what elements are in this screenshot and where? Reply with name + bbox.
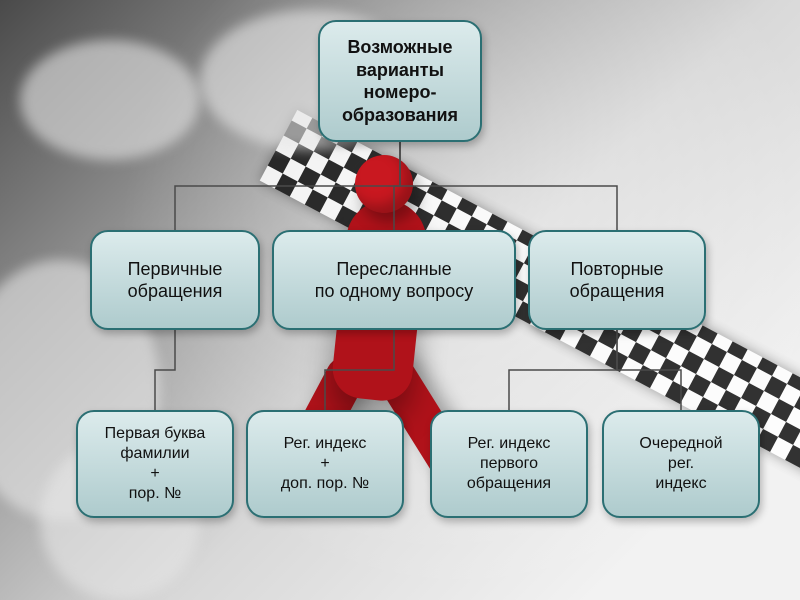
slide-stage: Возможные варианты номеро- образования П… <box>0 0 800 600</box>
runner-figure <box>355 155 413 213</box>
node-leaf1: Первая буква фамилии + пор. № <box>76 410 234 518</box>
node-label: Очередной рег. индекс <box>639 434 722 494</box>
node-label: Рег. индекс + доп. пор. № <box>281 434 369 494</box>
node-mid3: Повторные обращения <box>528 230 706 330</box>
node-mid2: Пересланные по одному вопросу <box>272 230 516 330</box>
node-mid1: Первичные обращения <box>90 230 260 330</box>
node-label: Первичные обращения <box>128 258 223 303</box>
crowd-blob <box>20 40 200 160</box>
node-label: Пересланные по одному вопросу <box>315 258 474 303</box>
node-label: Повторные обращения <box>570 258 665 303</box>
node-label: Первая буква фамилии + пор. № <box>105 424 206 504</box>
node-root: Возможные варианты номеро- образования <box>318 20 482 142</box>
node-leaf2: Рег. индекс + доп. пор. № <box>246 410 404 518</box>
node-leaf3: Рег. индекс первого обращения <box>430 410 588 518</box>
node-label: Возможные варианты номеро- образования <box>342 36 458 126</box>
node-leaf4: Очередной рег. индекс <box>602 410 760 518</box>
node-label: Рег. индекс первого обращения <box>467 434 551 494</box>
